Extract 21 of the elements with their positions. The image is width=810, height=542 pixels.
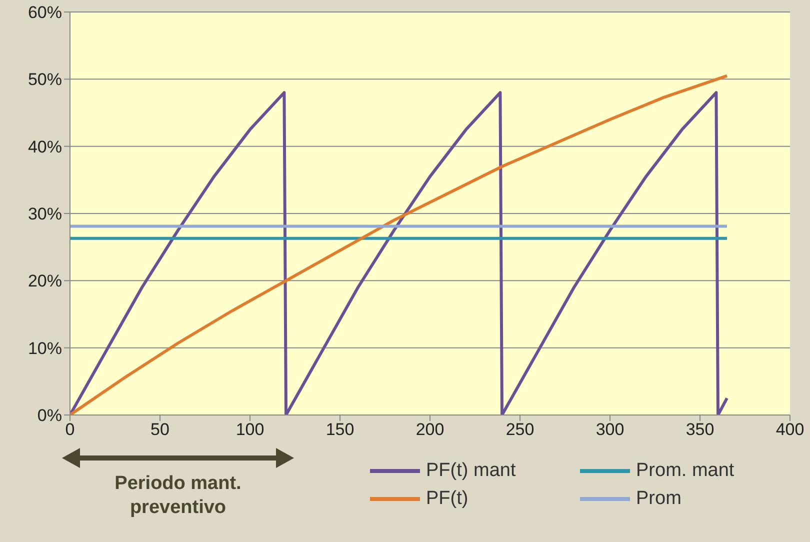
y-tick-label: 20% [28, 272, 62, 291]
x-tick-label: 300 [596, 420, 624, 440]
legend-label: Prom [636, 488, 682, 510]
y-tick-label: 40% [28, 137, 62, 156]
y-tick-label: 30% [28, 204, 62, 224]
y-tick-label: 10% [28, 338, 62, 358]
legend-label: Prom. mant [636, 460, 734, 482]
x-tick-label: 150 [326, 420, 354, 440]
legend-label: PF(t) [426, 488, 468, 510]
x-tick-label: 50 [150, 420, 170, 440]
x-tick-label: 400 [776, 420, 804, 440]
y-tick-label: 60% [28, 3, 62, 22]
x-tick-label: 100 [236, 420, 264, 440]
x-tick-label: 350 [686, 420, 714, 440]
legend-label: PF(t) mant [426, 460, 516, 482]
y-tick-label: 0% [37, 406, 62, 426]
text: Periodo mant. preventivo [114, 472, 242, 520]
x-tick-label: 250 [506, 420, 534, 440]
y-tick-label: 50% [28, 70, 62, 90]
x-tick-label: 200 [416, 420, 444, 440]
x-tick-label: 0 [65, 420, 75, 440]
